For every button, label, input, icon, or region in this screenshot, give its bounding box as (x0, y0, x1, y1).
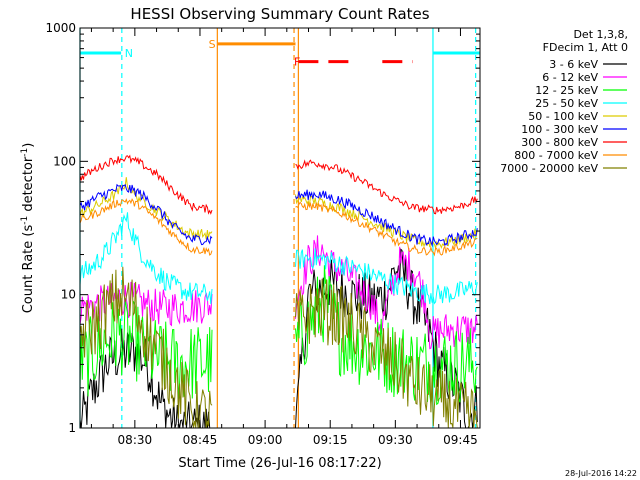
y-tick-label: 100 (53, 154, 76, 168)
x-tick-label: 09:15 (313, 433, 348, 447)
state-bar-label-F: F (294, 56, 300, 69)
x-axis-ticks: 08:30 08:45 09:00 09:15 09:30 09:45 (90, 28, 478, 447)
y-tick-label: 10 (61, 288, 76, 302)
y-axis-label-mid: detector (21, 156, 36, 216)
series-line-3-segment-0 (80, 212, 213, 305)
x-tick-label: 09:30 (378, 433, 413, 447)
state-bar-label-S: S (209, 38, 216, 51)
series-line-3-segment-1 (295, 248, 478, 305)
series-line-5-segment-1 (295, 189, 478, 248)
series-line-1-segment-0 (80, 281, 213, 327)
y-axis-label-main: Count Rate (s (21, 225, 36, 314)
series-line-6-segment-1 (295, 159, 478, 215)
legend-label-3: 25 - 50 keV (535, 97, 598, 110)
x-tick-label: 08:45 (183, 433, 218, 447)
legend-label-8: 7000 - 20000 keV (500, 162, 598, 175)
state-bar-label-N: N (125, 47, 133, 60)
x-axis-label: Start Time (26-Jul-16 08:17:22) (178, 456, 381, 471)
y-axis-label-sup1: -1 (20, 216, 30, 225)
legend-label-5: 100 - 300 keV (521, 123, 598, 136)
x-tick-label: 08:30 (118, 433, 153, 447)
legend-header-line1: Det 1,3,8, (573, 28, 628, 41)
y-axis-label: Count Rate (s-1 detector-1) (20, 143, 36, 314)
x-tick-label: 09:45 (443, 433, 478, 447)
series-line-5-segment-0 (80, 183, 213, 246)
y-tick-label: 1 (68, 421, 76, 435)
plot-frame (79, 27, 481, 429)
legend-label-1: 6 - 12 keV (542, 71, 598, 84)
vertical-markers (79, 28, 477, 428)
series-line-1-segment-1 (295, 235, 478, 350)
y-tick-label: 1000 (45, 21, 76, 35)
legend-label-4: 50 - 100 keV (528, 110, 598, 123)
legend-label-2: 12 - 25 keV (535, 84, 598, 97)
series-line-8-segment-0 (80, 266, 213, 428)
series-line-6-segment-0 (80, 154, 213, 215)
series-line-2-segment-0 (80, 298, 213, 400)
chart-title: HESSI Observing Summary Count Rates (130, 5, 429, 23)
y-axis-label-end: ) (21, 143, 36, 148)
series-lines (80, 154, 478, 428)
series-line-7-segment-0 (80, 198, 213, 256)
legend-label-0: 3 - 6 keV (549, 58, 598, 71)
legend-header-line2: FDecim 1, Att 0 (543, 41, 628, 54)
legend-label-7: 800 - 7000 keV (514, 149, 598, 162)
series-line-7-segment-1 (295, 201, 478, 257)
timestamp: 28-Jul-2016 14:22 (565, 469, 637, 478)
x-tick-label: 09:00 (248, 433, 283, 447)
y-axis-ticks: 1 10 100 1000 (45, 21, 480, 435)
y-axis-label-sup2: -1 (20, 148, 30, 157)
series-line-8-segment-1 (295, 278, 478, 428)
state-bars: N S F (80, 38, 480, 69)
legend-label-6: 300 - 800 keV (521, 136, 598, 149)
series-line-2-segment-1 (295, 265, 478, 406)
